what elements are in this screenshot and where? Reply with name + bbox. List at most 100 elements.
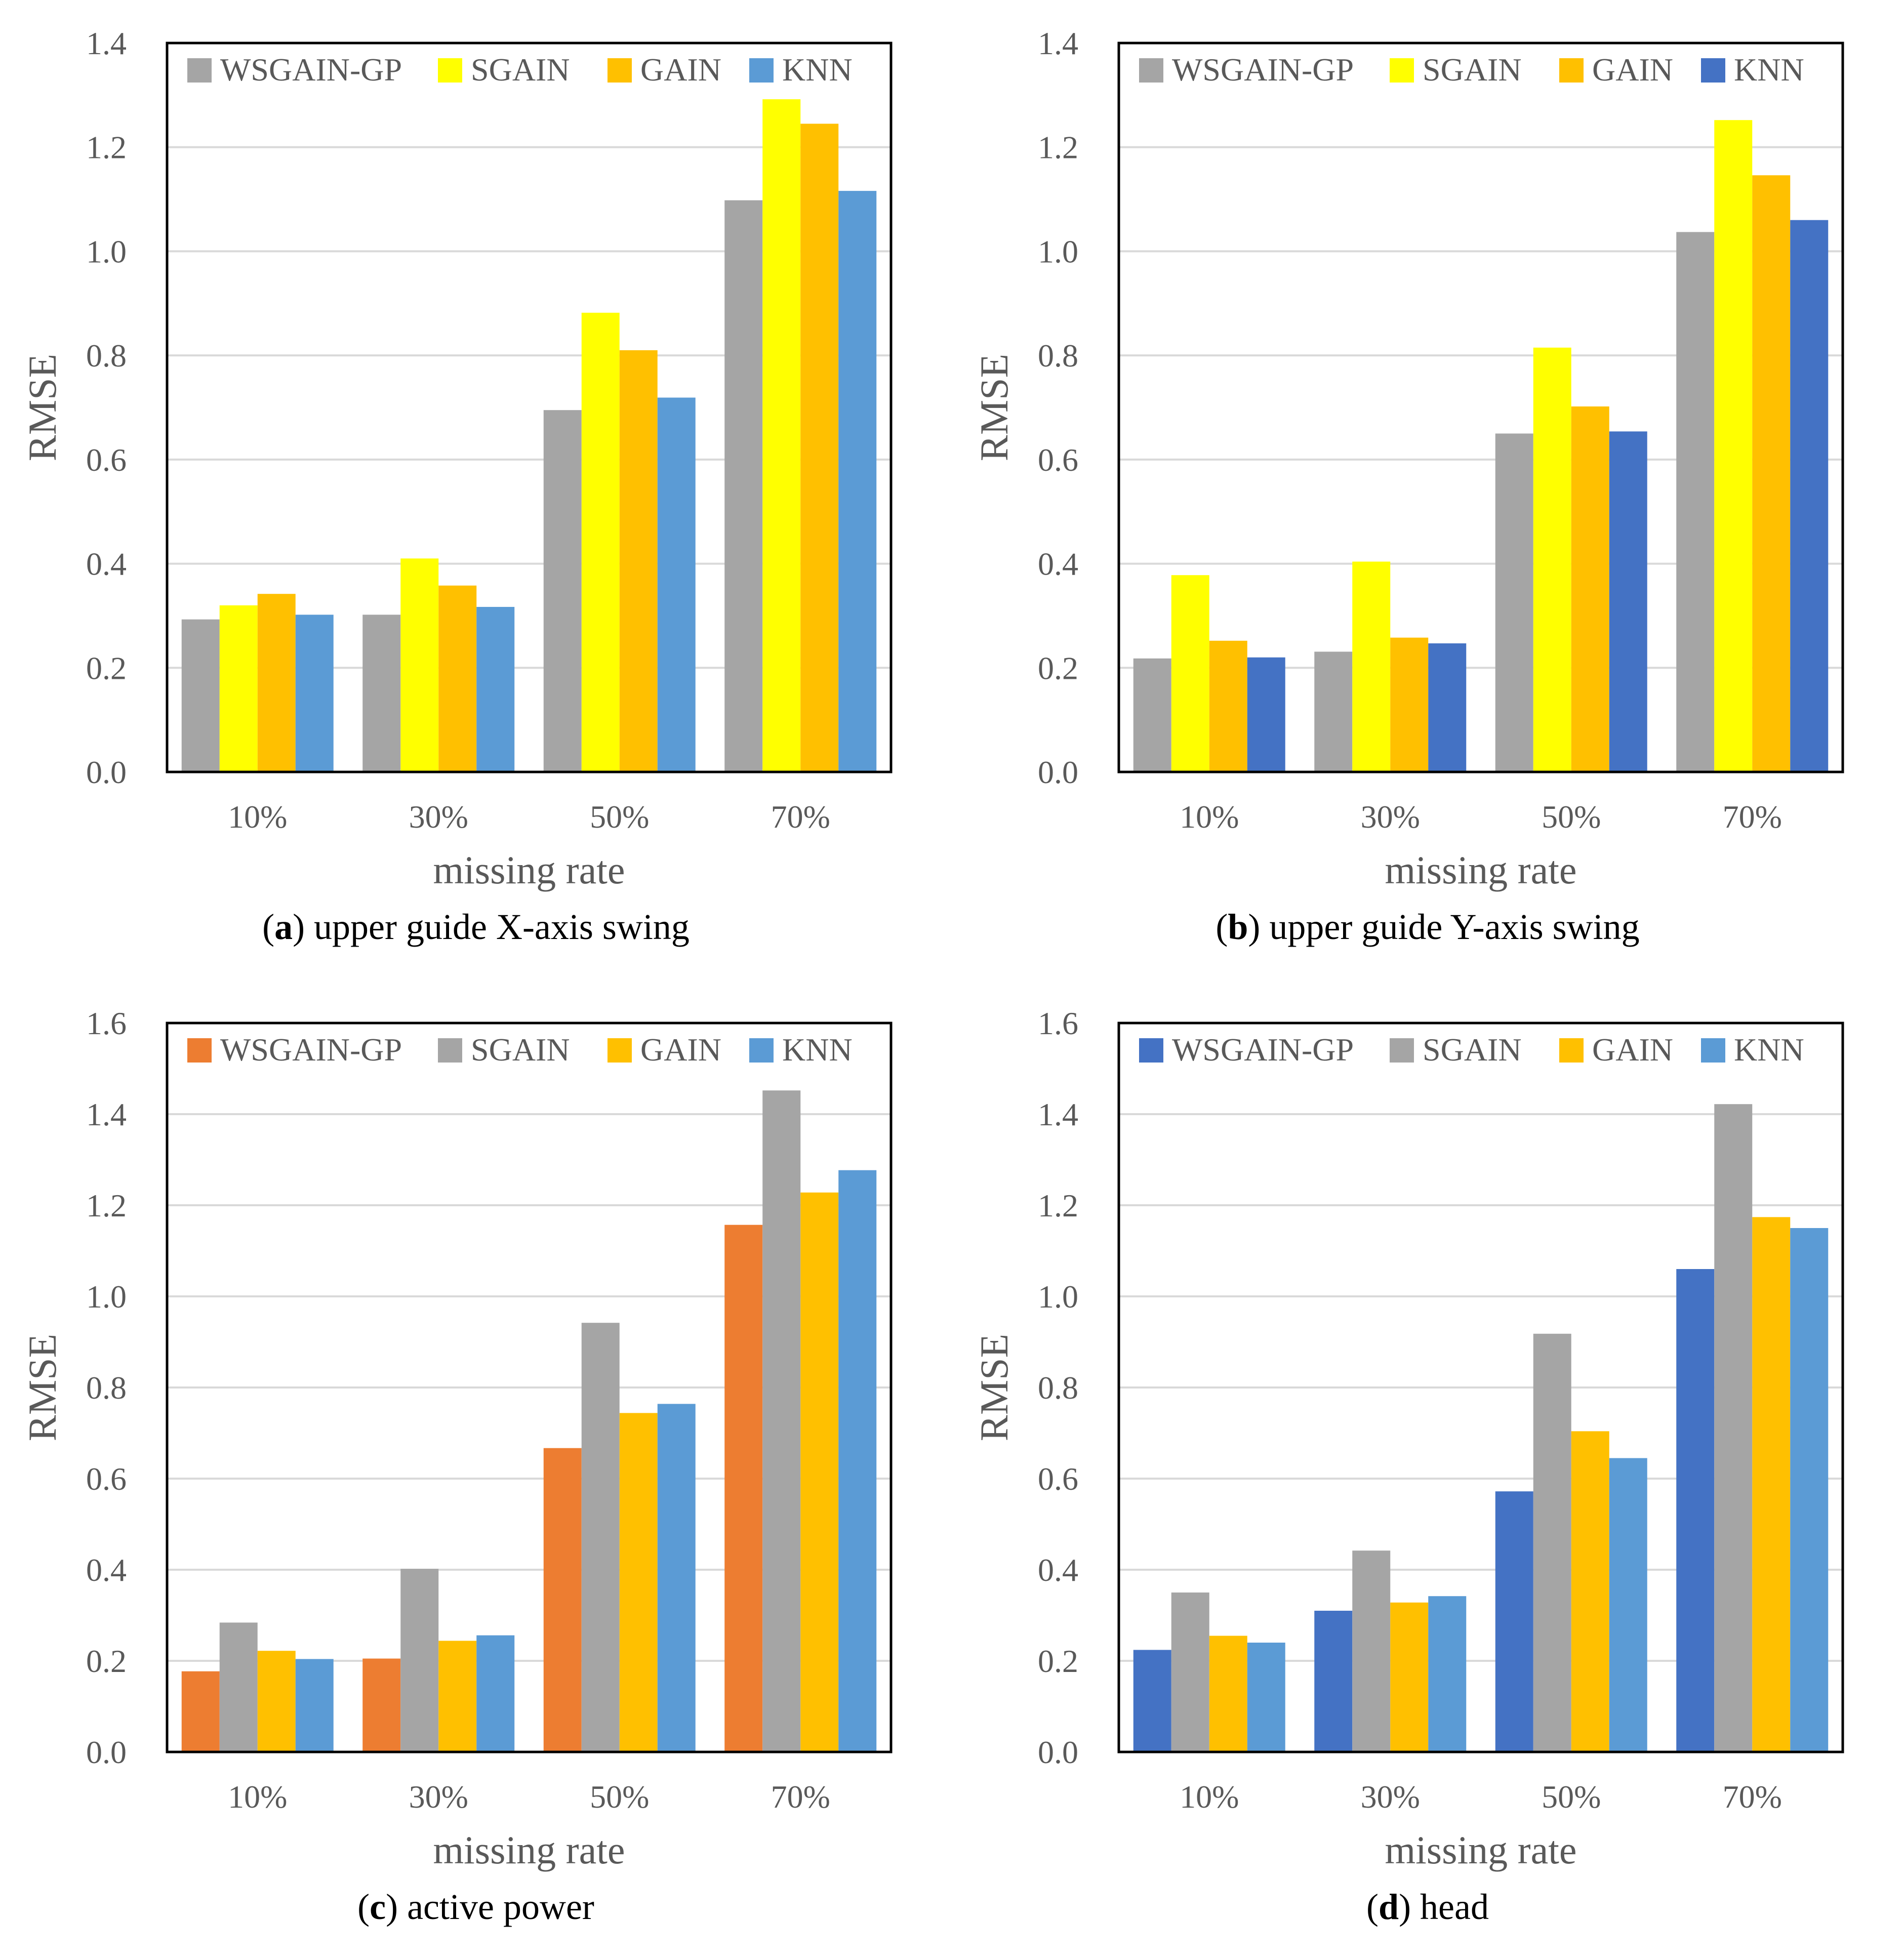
bar-knn-10pct [295,615,334,772]
y-tick-label: 0.2 [1038,1643,1078,1679]
legend-label-knn: KNN [1734,1032,1804,1068]
bar-gain-30pct [1390,1602,1429,1752]
bar-chart-d: 0.0 0.2 0.4 0.6 0.8 1.0 1.2 1.4 1.6 10% 30% 50% 70% m… [972,1005,1844,1872]
bar-wsgain-gp-70pct [1676,1269,1715,1752]
y-tick-label: 1.0 [1038,1279,1078,1315]
caption-letter: d [1379,1887,1399,1927]
chart-panel-a: 0.0 0.2 0.4 0.6 0.8 1.0 1.2 1.4 10% 30% 50% 70% miss… [0,0,952,980]
chart-panel-b: 0.0 0.2 0.4 0.6 0.8 1.0 1.2 1.4 10% 30% 50% 70% miss… [952,0,1903,980]
bar-knn-50pct [1609,431,1647,772]
x-axis-title: missing rate [433,848,625,892]
plot-border [166,42,893,773]
bar-wsgain-gp-70pct [1676,232,1715,772]
caption-text: head [1420,1887,1489,1927]
bar-knn-10pct [1247,1643,1285,1752]
bar-wsgain-gp-10pct [1133,1650,1171,1752]
y-tick-label: 0.4 [86,546,127,582]
y-tick-label: 0.2 [1038,650,1078,686]
y-tick-label: 0.0 [1038,1734,1078,1770]
y-tick-label: 0.4 [1038,546,1078,582]
legend-swatch-knn [749,1038,774,1063]
y-tick-label: 1.0 [86,1279,127,1315]
legend-swatch-sgain [438,1038,462,1063]
bar-gain-10pct [257,594,296,772]
y-axis-title: RMSE [972,354,1016,461]
bar-wsgain-gp-70pct [724,200,763,772]
y-tick-label: 1.2 [86,130,127,166]
legend-swatch-gain [1559,1038,1584,1063]
bar-gain-70pct [800,124,839,772]
bar-wsgain-gp-30pct [1314,1611,1353,1752]
bar-sgain-50pct [1533,347,1571,772]
x-tick-label: 10% [228,799,287,835]
y-tick-label: 0.0 [1038,754,1078,790]
bar-sgain-70pct [1714,1104,1753,1752]
x-tick-label: 50% [590,799,649,835]
legend-label-gain: GAIN [640,52,721,88]
legend-swatch-gain [607,58,632,83]
y-tick-label: 0.6 [1038,1461,1078,1497]
y-tick-label: 0.8 [86,1370,127,1406]
x-tick-label: 10% [1180,1779,1239,1815]
bar-wsgain-gp-70pct [724,1224,763,1752]
legend-swatch-knn [749,58,774,83]
x-axis-title: missing rate [433,1828,625,1872]
y-axis-title: RMSE [20,1334,64,1441]
legend-label-sgain: SGAIN [1423,1032,1522,1068]
caption-d: (d) head [1366,1887,1489,1927]
bar-sgain-30pct [400,558,439,772]
y-tick-label: 1.6 [86,1005,127,1041]
bar-sgain-10pct [1171,1592,1209,1752]
legend-swatch-wsgain-gp [187,58,212,83]
y-tick-label: 0.4 [1038,1552,1078,1588]
caption-letter: a [274,907,293,947]
y-tick-label: 0.0 [86,754,127,790]
x-tick-label: 10% [1180,799,1239,835]
bar-knn-70pct [838,191,877,772]
legend-swatch-sgain [1390,1038,1414,1063]
bar-gain-70pct [800,1192,839,1752]
bar-wsgain-gp-10pct [1133,658,1171,772]
caption-c: (c) active power [357,1887,594,1927]
x-tick-label: 70% [771,799,830,835]
bar-gain-10pct [257,1651,296,1752]
bar-knn-70pct [838,1170,877,1752]
bar-sgain-50pct [1533,1333,1571,1752]
bar-gain-50pct [619,1413,658,1752]
bar-knn-70pct [1790,220,1829,772]
x-tick-label: 50% [1542,1779,1601,1815]
y-tick-label: 0.6 [1038,442,1078,478]
x-tick-label: 10% [228,1779,287,1815]
bar-gain-30pct [438,1641,477,1752]
bar-knn-50pct [657,397,696,772]
y-tick-label: 0.8 [1038,338,1078,374]
legend-swatch-gain [1559,58,1584,83]
bar-wsgain-gp-50pct [543,410,582,772]
bar-sgain-10pct [219,605,258,772]
bar-chart-b: 0.0 0.2 0.4 0.6 0.8 1.0 1.2 1.4 10% 30% 50% 70% miss… [972,25,1844,892]
legend-swatch-wsgain-gp [1139,1038,1163,1063]
x-tick-label: 30% [1361,1779,1420,1815]
y-axis-title: RMSE [972,1334,1016,1441]
bar-gain-70pct [1752,1217,1791,1752]
x-tick-label: 30% [1361,799,1420,835]
bar-gain-10pct [1209,640,1247,772]
legend-label-knn: KNN [782,1032,853,1068]
legend-label-sgain: SGAIN [471,1032,570,1068]
bar-wsgain-gp-10pct [181,619,220,772]
x-tick-label: 30% [409,799,468,835]
chart-panel-d: 0.0 0.2 0.4 0.6 0.8 1.0 1.2 1.4 1.6 10% 30% 50% 70% m… [952,980,1903,1960]
x-tick-label: 70% [771,1779,830,1815]
caption-a: (a) upper guide X-axis swing [262,907,690,947]
caption-letter: b [1228,907,1248,947]
legend-label-gain: GAIN [1592,1032,1673,1068]
caption-text: active power [407,1887,594,1927]
x-tick-label: 70% [1723,799,1782,835]
bar-gain-70pct [1752,175,1791,772]
legend-swatch-knn [1701,1038,1725,1063]
bar-sgain-70pct [1714,120,1753,772]
bar-knn-30pct [1428,643,1467,772]
bar-sgain-10pct [219,1622,258,1752]
bar-gain-50pct [619,350,658,772]
bar-sgain-10pct [1171,575,1209,772]
